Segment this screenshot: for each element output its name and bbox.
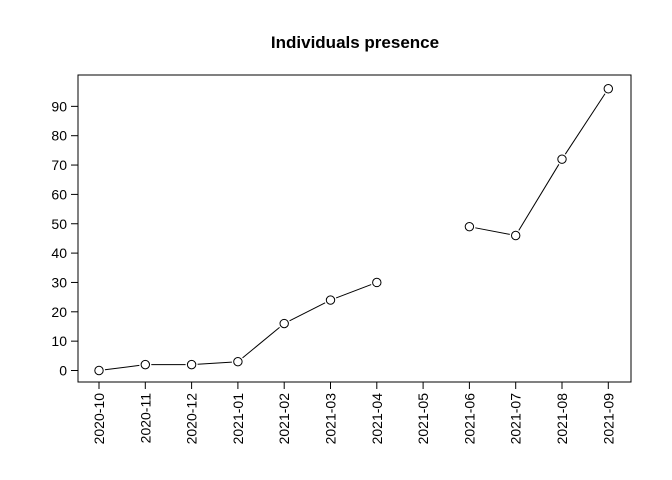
x-tick-label: 2020-12 [184,393,200,445]
data-point [372,277,382,288]
y-tick-label: 20 [51,304,67,320]
x-tick-label: 2021-03 [323,393,339,445]
data-point [557,154,567,164]
data-point [94,365,104,376]
y-tick-label: 80 [51,128,67,144]
y-tick-label: 30 [51,274,67,290]
series-segment [289,302,326,322]
series [104,93,606,371]
x-tick-label: 2020-10 [91,393,107,445]
data-point [464,221,475,232]
x-tick-label: 2021-01 [230,393,246,445]
y-tick-label: 10 [51,333,67,349]
x-tick-label: 2021-02 [276,393,292,445]
data-point [140,359,151,370]
data-point [603,84,613,94]
points [94,84,613,376]
series-segment [242,326,280,359]
data-point [186,359,197,370]
data-point [325,295,336,305]
x-tick-label: 2021-05 [415,393,431,445]
y-tick-label: 40 [51,245,67,261]
data-point [279,318,289,329]
series-segment [518,164,560,231]
chart-title: Individuals presence [271,33,439,52]
y-axis: 0 10 20 30 40 50 60 70 80 90 [51,98,79,379]
y-tick-label: 90 [51,98,67,114]
series-segment [564,93,606,155]
data-point [511,230,521,241]
series-segment [475,227,510,235]
x-tick-label: 2021-07 [508,393,524,445]
x-tick-label: 2021-06 [461,393,477,445]
plot-frame [77,74,632,383]
y-tick-label: 70 [51,157,67,173]
series-segment [197,361,232,365]
x-tick-label: 2021-09 [600,393,616,445]
data-point [233,356,243,367]
y-tick-label: 0 [59,363,67,379]
y-tick-label: 50 [51,216,67,232]
x-tick-label: 2021-08 [554,393,570,445]
series-segment [104,364,140,371]
series-segment [335,284,372,299]
x-axis: 2020-10 2020-11 2020-12 2021-01 2021-02 2021-… [91,381,616,445]
x-tick-label: 2021-04 [369,393,385,445]
x-tick-label: 2020-11 [137,393,153,444]
y-tick-label: 60 [51,186,67,202]
